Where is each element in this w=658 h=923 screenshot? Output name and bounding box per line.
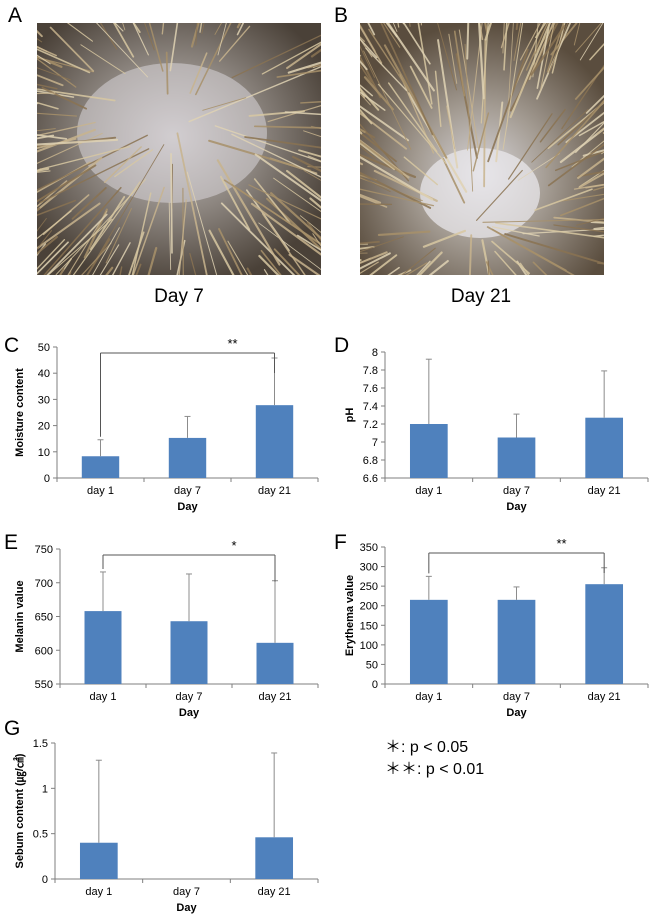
photo-day7-image bbox=[37, 23, 321, 275]
chart-f-y-tick-label: 250 bbox=[360, 581, 378, 593]
chart-c-significance-label: ** bbox=[227, 336, 237, 351]
photo-day7-hair-scalp bbox=[37, 23, 321, 275]
chart-c-x-tick-label: day 21 bbox=[258, 485, 291, 497]
chart-d-y-tick-label: 6.8 bbox=[363, 455, 378, 467]
chart-c-y-tick-label: 50 bbox=[38, 342, 50, 354]
chart-f-y-tick-label: 350 bbox=[360, 542, 378, 554]
chart-g-y-axis-label: Sebum content (㎍/㎠) bbox=[12, 753, 27, 868]
chart-c-x-axis-label: Day bbox=[177, 501, 198, 513]
chart-f-significance-label: ** bbox=[556, 536, 566, 551]
chart-f-x-tick-label: day 21 bbox=[588, 691, 621, 703]
legend-single-text: : p < 0.05 bbox=[401, 739, 469, 756]
chart-f-bar-day-1 bbox=[409, 599, 448, 684]
chart-g-x-tick-label: day 7 bbox=[173, 886, 200, 898]
chart-d-y-tick-label: 7.4 bbox=[363, 401, 378, 413]
chart-g-y-tick-label: 1.5 bbox=[33, 738, 48, 750]
legend-row-double: ＊＊: p < 0.01 bbox=[385, 759, 484, 781]
chart-f-y-tick-label: 200 bbox=[360, 601, 378, 613]
chart-c-y-tick-label: 20 bbox=[38, 421, 50, 433]
chart-f-y-tick-label: 50 bbox=[366, 659, 378, 671]
chart-f-bar-day-7 bbox=[497, 599, 536, 684]
photo-day21-image bbox=[360, 23, 604, 275]
chart-f-y-tick-label: 0 bbox=[372, 679, 378, 691]
chart-c-panel-letter: C bbox=[4, 334, 19, 357]
melanin-value-chart: E 550 600 650 700 750 day 1 day 7 day 21 Day Melan… bbox=[4, 531, 319, 719]
chart-f-y-tick-label: 150 bbox=[360, 620, 378, 632]
chart-c-bar-day-21 bbox=[255, 405, 294, 478]
chart-d-bar-day-7 bbox=[497, 437, 536, 478]
moisture-content-chart: C 0 10 20 30 40 50 day 1 day 7 day 21 Day Moisture … bbox=[4, 334, 319, 513]
chart-e-x-tick-label: day 7 bbox=[176, 691, 203, 703]
chart-d-y-tick-label: 8 bbox=[372, 347, 378, 359]
chart-g-bar-day-21 bbox=[255, 837, 294, 879]
chart-e-y-axis-label: Melanin value bbox=[14, 580, 26, 652]
chart-g-x-tick-label: day 1 bbox=[85, 886, 112, 898]
chart-e-y-tick-label: 600 bbox=[35, 645, 53, 657]
chart-e-y-tick-label: 700 bbox=[35, 578, 53, 590]
chart-f-y-tick-label: 300 bbox=[360, 562, 378, 574]
chart-c-y-tick-label: 30 bbox=[38, 394, 50, 406]
chart-f-x-tick-label: day 7 bbox=[503, 691, 530, 703]
chart-c-y-tick-label: 10 bbox=[38, 447, 50, 459]
chart-e-significance-label: * bbox=[231, 538, 236, 553]
panel-letter-b: B bbox=[334, 4, 349, 27]
chart-f-x-axis-label: Day bbox=[506, 707, 527, 719]
chart-c-x-tick-label: day 1 bbox=[87, 485, 114, 497]
ph-chart: D 6.6 6.8 7 7.2 7.4 7.6 7.8 8 day 1 day 7 day 21 Day… bbox=[334, 334, 649, 513]
chart-e-bar-day-1 bbox=[84, 611, 122, 684]
photo-caption-day21: Day 21 bbox=[450, 286, 512, 307]
chart-g-x-tick-label: day 21 bbox=[258, 886, 291, 898]
chart-e-y-tick-label: 550 bbox=[35, 679, 53, 691]
chart-c-y-axis-label: Moisture content bbox=[14, 368, 26, 457]
chart-e-y-tick-label: 750 bbox=[35, 544, 53, 556]
panel-letter-a: A bbox=[8, 4, 23, 27]
chart-c-x-tick-label: day 7 bbox=[174, 485, 201, 497]
chart-e-bar-day-7 bbox=[170, 621, 208, 684]
chart-g-y-tick-label: 1 bbox=[42, 783, 48, 795]
chart-d-bar-day-1 bbox=[409, 424, 448, 478]
chart-g-bar-day-1 bbox=[79, 842, 118, 879]
photo-caption-day7: Day 7 bbox=[154, 286, 204, 307]
chart-g-x-axis-label: Day bbox=[176, 902, 197, 914]
chart-d-panel-letter: D bbox=[334, 334, 349, 357]
chart-d-x-tick-label: day 1 bbox=[415, 485, 442, 497]
legend-double-asterisk: ＊＊ bbox=[385, 761, 418, 778]
chart-g-y-tick-label: 0 bbox=[42, 874, 48, 886]
chart-d-y-tick-label: 7.8 bbox=[363, 365, 378, 377]
chart-f-x-tick-label: day 1 bbox=[415, 691, 442, 703]
chart-c-bar-day-1 bbox=[81, 456, 120, 478]
sebum-content-chart: G 0 0.5 1 1.5 day 1 day 7 day 21 Day Sebum conten… bbox=[4, 717, 319, 914]
chart-e-x-tick-label: day 21 bbox=[258, 691, 291, 703]
chart-d-x-axis-label: Day bbox=[506, 501, 527, 513]
chart-g-panel-letter: G bbox=[4, 717, 20, 740]
chart-d-y-tick-label: 7 bbox=[372, 437, 378, 449]
chart-f-bar-day-21 bbox=[585, 584, 624, 684]
chart-d-x-tick-label: day 21 bbox=[588, 485, 621, 497]
chart-d-y-axis-label: pH bbox=[344, 408, 356, 423]
chart-f-y-tick-label: 100 bbox=[360, 640, 378, 652]
chart-e-x-axis-label: Day bbox=[179, 707, 200, 719]
erythema-value-chart: F 0 50 100 150 200 250 300 350 day 1 day 7 day 21 Da… bbox=[334, 531, 649, 719]
photo-day21-hair-scalp bbox=[360, 23, 604, 275]
chart-e-panel-letter: E bbox=[4, 531, 18, 554]
chart-c-y-tick-label: 0 bbox=[44, 473, 50, 485]
legend-single-asterisk: ＊ bbox=[385, 739, 402, 756]
chart-f-panel-letter: F bbox=[334, 531, 347, 554]
chart-f-y-axis-label: Erythema value bbox=[344, 575, 356, 656]
chart-d-y-tick-label: 7.2 bbox=[363, 419, 378, 431]
chart-e-bar-day-21 bbox=[256, 642, 294, 684]
chart-e-x-tick-label: day 1 bbox=[90, 691, 117, 703]
chart-g-y-tick-label: 0.5 bbox=[33, 829, 48, 841]
chart-d-bar-day-21 bbox=[585, 417, 624, 478]
legend-double-text: : p < 0.01 bbox=[417, 761, 485, 778]
significance-legend: ＊: p < 0.05 ＊＊: p < 0.01 bbox=[385, 737, 484, 781]
chart-c-bar-day-7 bbox=[168, 437, 207, 478]
chart-d-x-tick-label: day 7 bbox=[503, 485, 530, 497]
chart-c-y-tick-label: 40 bbox=[38, 368, 50, 380]
chart-e-y-tick-label: 650 bbox=[35, 612, 53, 624]
legend-row-single: ＊: p < 0.05 bbox=[385, 737, 484, 759]
chart-d-y-tick-label: 6.6 bbox=[363, 473, 378, 485]
chart-d-y-tick-label: 7.6 bbox=[363, 383, 378, 395]
